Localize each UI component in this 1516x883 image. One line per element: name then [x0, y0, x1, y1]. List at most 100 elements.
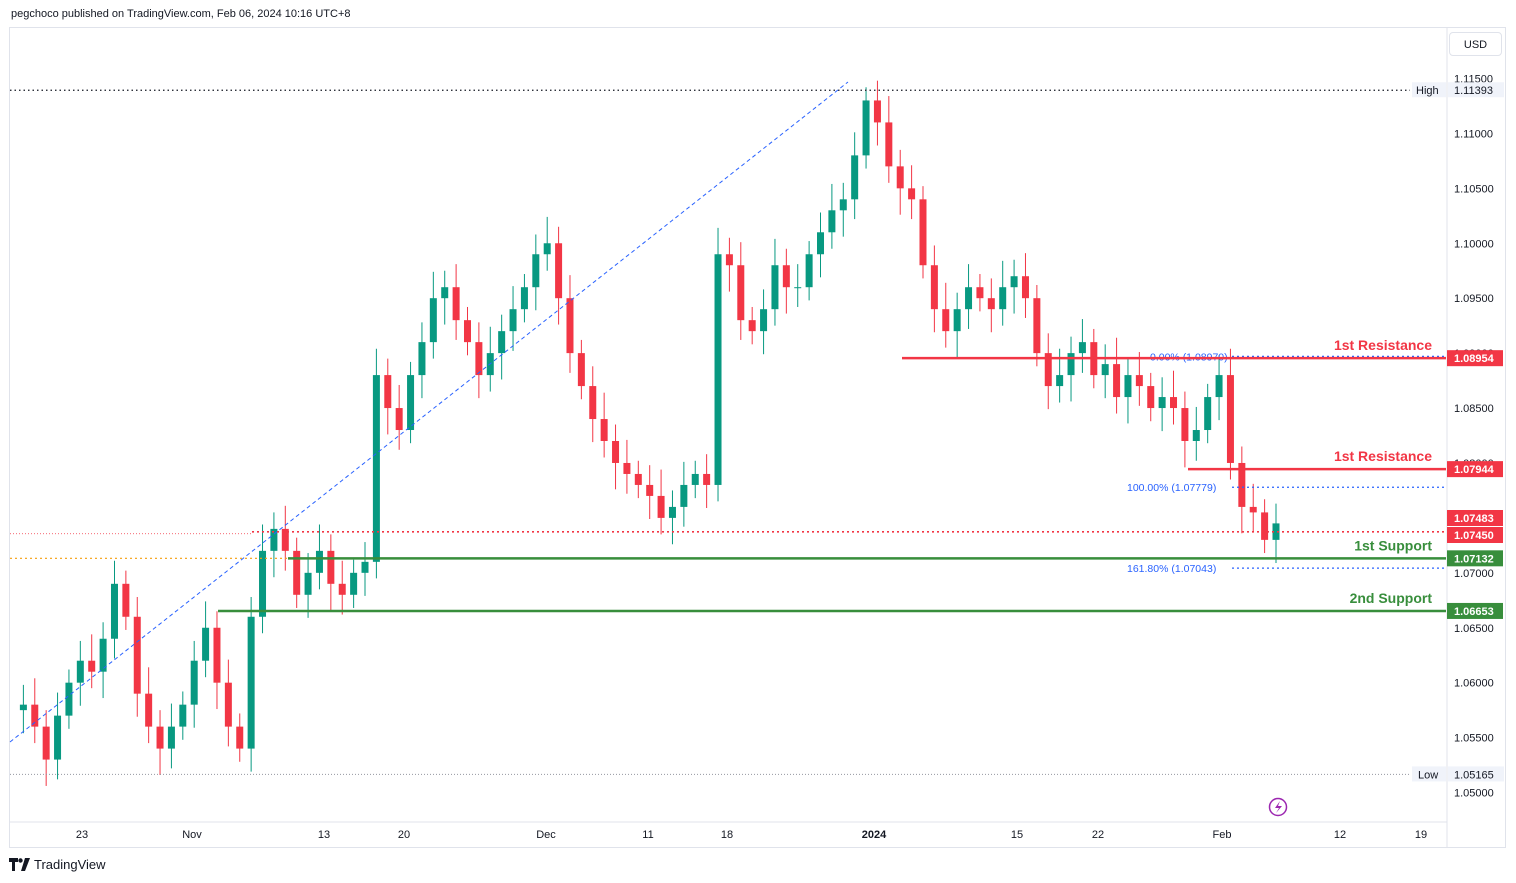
candle-body — [19, 704, 27, 711]
candle-body — [930, 265, 938, 310]
currency-button[interactable]: USD — [1449, 32, 1502, 56]
level-price-tag-bg — [1447, 602, 1503, 619]
candle-body — [1261, 512, 1269, 540]
candle-body — [429, 298, 437, 343]
level-label: 1st Resistance — [1334, 448, 1432, 464]
candle-body — [725, 254, 733, 266]
candle-body — [839, 199, 847, 211]
price-tag-bg — [1447, 527, 1503, 543]
candle-body — [543, 243, 551, 255]
candle-body — [600, 419, 608, 441]
candle-body — [167, 726, 175, 749]
candle-body — [942, 309, 950, 332]
candle-body — [99, 638, 107, 672]
candle-body — [361, 561, 369, 573]
candle-body — [88, 660, 96, 672]
candle-body — [953, 309, 961, 332]
x-tick-label: 20 — [398, 829, 410, 841]
candle-body — [1147, 386, 1155, 409]
price-tag: 1.07483 — [1454, 513, 1494, 525]
x-tick-label: 13 — [318, 829, 330, 841]
candle-body — [350, 572, 358, 595]
candle-body — [577, 353, 585, 387]
y-tick-label: 1.09500 — [1454, 293, 1494, 305]
candle-body — [156, 726, 164, 749]
candle-body — [247, 616, 255, 749]
y-tick-label: 1.08500 — [1454, 403, 1494, 415]
fib-label: 100.00% (1.07779) — [1127, 482, 1216, 494]
candle-body — [1192, 430, 1200, 441]
x-tick-label: 22 — [1092, 829, 1104, 841]
level-price-tag-bg — [1447, 350, 1503, 367]
candle-body — [475, 342, 483, 376]
candle-body — [1113, 364, 1121, 398]
candle-body — [384, 375, 392, 409]
candle-body — [1010, 276, 1018, 288]
brand-name: TradingView — [34, 857, 106, 872]
y-tick-label: 1.06000 — [1454, 678, 1494, 690]
candle-body — [395, 408, 403, 431]
candle-body — [885, 122, 893, 167]
candle-body — [202, 627, 210, 661]
level-label: 1st Support — [1354, 537, 1432, 553]
x-tick-label: Dec — [536, 829, 556, 841]
candle-body — [1204, 397, 1212, 431]
low-tag-bg — [1448, 766, 1504, 782]
tradingview-brand[interactable]: TradingView — [9, 857, 106, 872]
candle-body — [65, 682, 73, 716]
publisher-line: pegchoco published on TradingView.com, F… — [11, 8, 351, 20]
candle-body — [281, 528, 289, 551]
candle-body — [418, 342, 426, 376]
x-tick-label: 11 — [642, 829, 653, 841]
candle-body — [805, 254, 813, 288]
x-tick-label: 19 — [1415, 829, 1427, 841]
candle-body — [1056, 375, 1064, 387]
x-tick-label: Nov — [182, 829, 202, 841]
candle-body — [703, 473, 711, 485]
candle-body — [771, 265, 779, 310]
candle-body — [782, 265, 790, 288]
level-price-tag: 1.08954 — [1454, 353, 1495, 365]
candle-body — [1067, 353, 1075, 376]
candle-body — [828, 210, 836, 233]
candle-body — [133, 616, 141, 694]
level-price-tag: 1.07132 — [1454, 553, 1494, 565]
y-tick-label: 1.07000 — [1454, 568, 1494, 580]
candle-body — [532, 254, 540, 288]
candle-body — [748, 320, 756, 332]
candle-body — [190, 660, 198, 705]
candle-body — [1181, 408, 1189, 441]
candle-body — [851, 155, 859, 200]
x-tick-label: 15 — [1011, 829, 1023, 841]
candle-body — [1101, 364, 1109, 376]
candle-body — [737, 265, 745, 321]
candle-body — [1044, 353, 1052, 387]
candle-body — [817, 232, 825, 255]
candle-body — [110, 583, 118, 639]
low-label-bg — [1412, 766, 1446, 782]
candle-body — [1215, 375, 1223, 398]
candle-body — [259, 550, 267, 617]
candle-body — [634, 473, 642, 485]
price-tag: 1.07450 — [1454, 530, 1494, 542]
candle-body — [691, 473, 699, 485]
candle-body — [42, 726, 50, 760]
candle-body — [612, 441, 620, 463]
x-tick-label: 2024 — [862, 829, 887, 841]
candle-body — [987, 298, 995, 310]
candle-body — [304, 572, 312, 595]
candle-body — [623, 462, 631, 474]
level-price-tag: 1.06653 — [1454, 606, 1494, 618]
candle-body — [1158, 397, 1166, 409]
candle-body — [1249, 506, 1257, 513]
x-tick-label: 12 — [1334, 829, 1346, 841]
candle-body — [965, 287, 973, 310]
candle-body — [179, 704, 187, 727]
high-tag: 1.11393 — [1454, 85, 1493, 97]
tradingview-logo-icon — [9, 858, 30, 871]
y-tick-label: 1.11000 — [1454, 128, 1493, 140]
level-price-tag-bg — [1447, 461, 1503, 478]
candle-body — [976, 287, 984, 299]
x-tick-label: 23 — [76, 829, 88, 841]
